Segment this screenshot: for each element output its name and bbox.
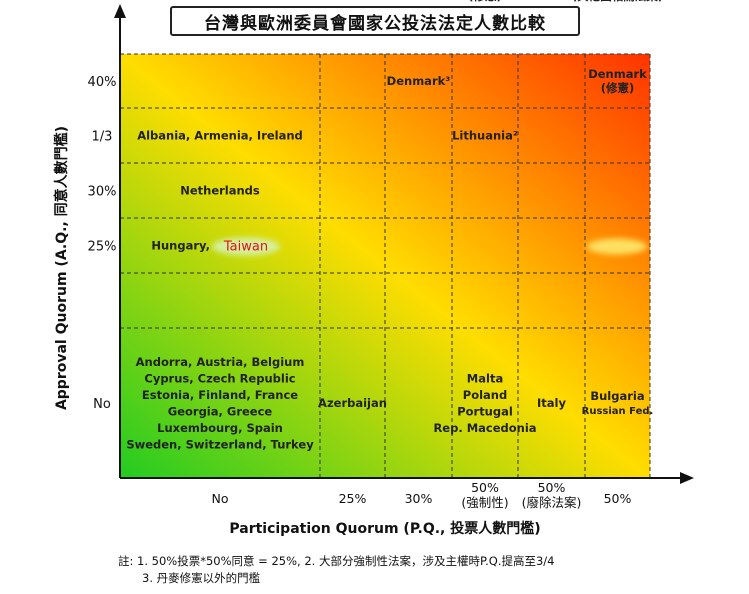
- x-tick-label: 50%: [471, 480, 499, 495]
- highlight-glow-right: [587, 238, 647, 255]
- x-tick-label: 50%: [604, 491, 632, 506]
- cell-label: Russian Fed.: [582, 406, 654, 417]
- cell-label: Lithuania²: [452, 129, 518, 143]
- y-tick-label: 1/3: [92, 130, 113, 145]
- footnote-line-2: 3. 丹麥修憲以外的門檻: [142, 571, 261, 585]
- cell-label: Denmark: [588, 67, 647, 81]
- y-tick-label: 40%: [88, 75, 117, 90]
- x-tick-label: No: [212, 491, 229, 506]
- y-tick-label: 30%: [88, 185, 117, 200]
- chart-title: 台灣與歐洲委員會國家公投法法定人數比較: [170, 6, 580, 36]
- cell-label: (修憲): [601, 81, 635, 95]
- x-tick-label: (強制性): [461, 495, 508, 510]
- cell-label: (修憲): [468, 0, 502, 3]
- cell-label: Malta: [467, 371, 503, 385]
- cell-label: Hungary,: [151, 239, 210, 253]
- cell-label: Cyprus, Czech Republic: [144, 371, 295, 385]
- cell-label: Latvia: [465, 0, 505, 3]
- highlight-glow: [212, 237, 280, 256]
- x-axis-arrow: [680, 472, 694, 484]
- cell-label: Portugal: [457, 404, 513, 418]
- cell-label: Albania, Armenia, Ireland: [137, 129, 303, 143]
- cell-label: Bulgaria: [590, 389, 644, 403]
- cell-label: Azerbaijan: [318, 396, 387, 410]
- x-tick-label: (廢除法案): [522, 495, 582, 510]
- y-axis-label: Approval Quorum (A.Q., 同意人數門檻): [53, 126, 70, 410]
- cell-label: Italy: [537, 396, 566, 410]
- y-tick-label: 50%: [88, 0, 117, 4]
- y-tick-label: No: [93, 397, 111, 412]
- y-tick-label: 25%: [88, 240, 117, 255]
- cell-label: Denmark³: [387, 74, 451, 88]
- cell-label: Croatia: [594, 0, 641, 3]
- cell-label: Rep. Macedonia: [433, 421, 536, 435]
- cell-label: Estonia, Finland, France: [142, 388, 298, 402]
- x-tick-label: 25%: [339, 491, 367, 506]
- footnote-line-1: 註: 1. 50%投票*50%同意 = 25%, 2. 大部分強制性法案，涉及主…: [118, 554, 555, 568]
- highlight-label: Taiwan: [223, 240, 268, 255]
- cell-label: Georgia, Greece: [168, 404, 273, 418]
- x-tick-label: 50%: [538, 480, 566, 495]
- cell-label: Poland: [463, 388, 507, 402]
- cell-label: Andorra, Austria, Belgium: [136, 355, 305, 369]
- cell-label: Netherlands: [180, 184, 260, 198]
- x-axis-label: Participation Quorum (P.Q., 投票人數門檻): [229, 520, 540, 537]
- cell-label: Luxembourg, Spain: [157, 421, 283, 435]
- x-tick-label: 30%: [405, 491, 433, 506]
- cell-label: (與他國相關法案): [572, 0, 663, 3]
- y-axis-arrow: [114, 4, 126, 18]
- cell-label: Sweden, Switzerland, Turkey: [126, 437, 314, 451]
